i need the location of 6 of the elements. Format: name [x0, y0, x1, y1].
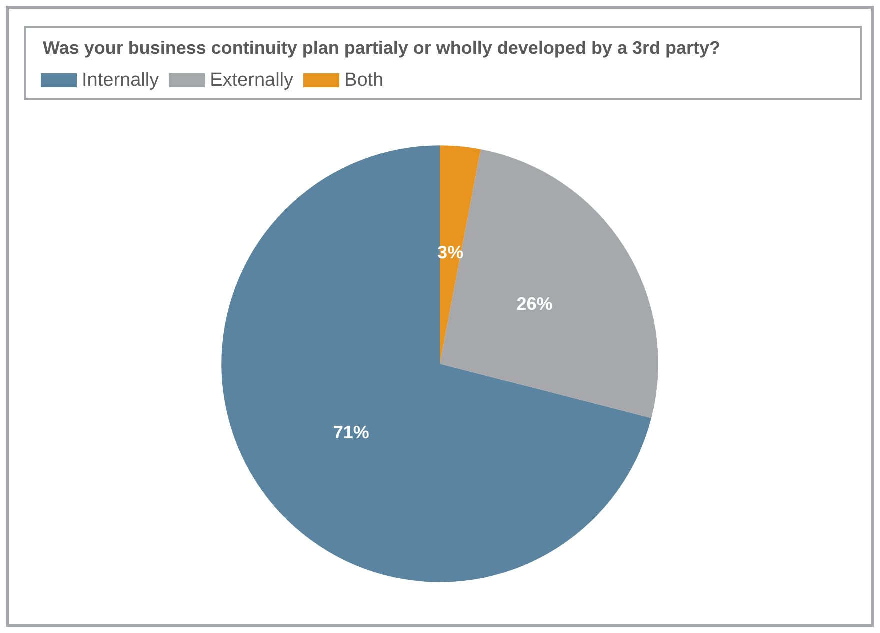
legend-label: Both [344, 70, 384, 91]
data-label: 71% [333, 422, 370, 443]
legend-label: Externally [210, 70, 294, 91]
data-label: 26% [516, 294, 553, 314]
legend-label: Internally [82, 70, 160, 91]
chart-title: Was your business continuity plan partialy or wholly developed by a 3rd party? [43, 38, 720, 58]
